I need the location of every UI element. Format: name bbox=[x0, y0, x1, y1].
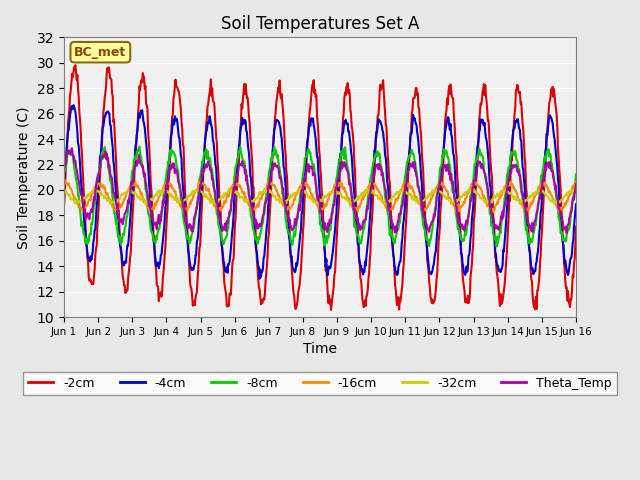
-16cm bbox=[61, 177, 68, 183]
-4cm bbox=[70, 102, 77, 108]
-4cm bbox=[60, 183, 68, 189]
-8cm bbox=[120, 232, 128, 238]
-4cm bbox=[256, 276, 264, 282]
-2cm bbox=[121, 282, 129, 288]
Theta_Temp bbox=[572, 181, 580, 187]
-8cm bbox=[373, 148, 381, 154]
-16cm bbox=[402, 180, 410, 186]
-8cm bbox=[136, 144, 143, 149]
Line: -8cm: -8cm bbox=[64, 146, 576, 246]
-32cm bbox=[572, 189, 580, 194]
-16cm bbox=[215, 205, 223, 211]
-8cm bbox=[493, 243, 500, 249]
Theta_Temp bbox=[563, 230, 570, 236]
-16cm bbox=[60, 179, 68, 184]
-32cm bbox=[399, 186, 407, 192]
-2cm bbox=[327, 307, 335, 313]
-16cm bbox=[572, 179, 580, 185]
-2cm bbox=[241, 81, 248, 87]
-16cm bbox=[121, 196, 129, 202]
-4cm bbox=[572, 201, 580, 207]
Title: Soil Temperatures Set A: Soil Temperatures Set A bbox=[221, 15, 419, 33]
Theta_Temp bbox=[373, 163, 381, 169]
Legend: -2cm, -4cm, -8cm, -16cm, -32cm, Theta_Temp: -2cm, -4cm, -8cm, -16cm, -32cm, Theta_Te… bbox=[23, 372, 617, 395]
-8cm bbox=[402, 170, 410, 176]
Theta_Temp bbox=[121, 211, 129, 216]
Line: -16cm: -16cm bbox=[64, 180, 576, 213]
-2cm bbox=[260, 296, 268, 301]
-8cm bbox=[572, 171, 580, 177]
Line: -4cm: -4cm bbox=[64, 105, 576, 279]
-32cm bbox=[373, 192, 381, 198]
Line: -32cm: -32cm bbox=[64, 189, 576, 204]
-32cm bbox=[315, 202, 323, 207]
Y-axis label: Soil Temperature (C): Soil Temperature (C) bbox=[17, 106, 31, 249]
-2cm bbox=[215, 180, 223, 186]
Theta_Temp bbox=[215, 215, 223, 221]
-2cm bbox=[60, 203, 68, 209]
Text: BC_met: BC_met bbox=[74, 46, 127, 59]
Theta_Temp bbox=[402, 181, 410, 187]
-32cm bbox=[60, 188, 68, 194]
-2cm bbox=[572, 224, 580, 229]
-4cm bbox=[215, 204, 223, 210]
-2cm bbox=[403, 213, 410, 218]
Theta_Temp bbox=[260, 212, 268, 217]
Theta_Temp bbox=[68, 145, 76, 151]
Theta_Temp bbox=[60, 169, 68, 175]
Line: Theta_Temp: Theta_Temp bbox=[64, 148, 576, 233]
-16cm bbox=[260, 191, 268, 196]
Line: -2cm: -2cm bbox=[64, 65, 576, 310]
-4cm bbox=[403, 182, 410, 188]
-16cm bbox=[241, 189, 248, 195]
-4cm bbox=[374, 122, 381, 128]
-32cm bbox=[214, 199, 222, 205]
-4cm bbox=[260, 254, 268, 260]
-16cm bbox=[373, 187, 381, 192]
-32cm bbox=[240, 197, 248, 203]
-8cm bbox=[260, 212, 268, 218]
-8cm bbox=[60, 171, 68, 177]
X-axis label: Time: Time bbox=[303, 342, 337, 357]
-8cm bbox=[241, 158, 248, 164]
-2cm bbox=[72, 62, 79, 68]
-32cm bbox=[403, 191, 410, 196]
-2cm bbox=[374, 113, 381, 119]
-16cm bbox=[490, 210, 497, 216]
-32cm bbox=[120, 191, 128, 196]
-8cm bbox=[215, 223, 223, 228]
-4cm bbox=[121, 259, 129, 265]
-4cm bbox=[241, 117, 248, 123]
-32cm bbox=[259, 189, 267, 194]
Theta_Temp bbox=[241, 163, 248, 169]
